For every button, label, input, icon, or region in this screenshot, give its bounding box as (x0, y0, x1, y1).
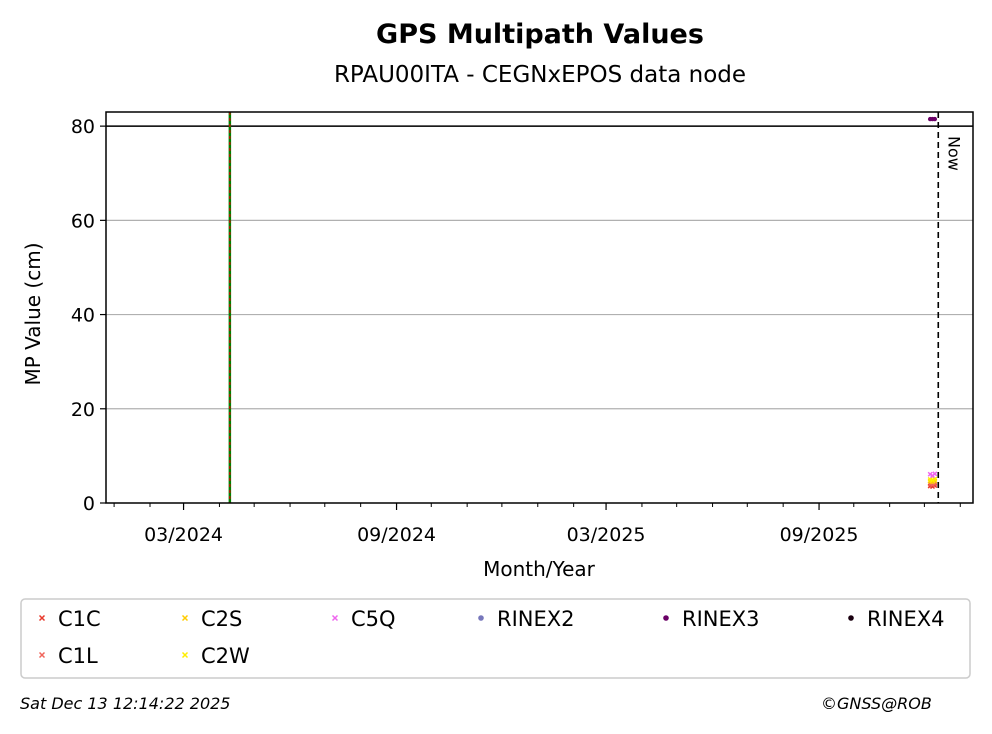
reference-lines: Now (106, 112, 973, 503)
chart-subtitle: RPAU00ITA - CEGNxEPOS data node (334, 62, 746, 88)
axis-ticks: 0 20 40 60 80 03/2024 09/2024 03/2025 09/2025 (71, 116, 961, 546)
footer-copyright: ©GNSS@ROB (821, 694, 932, 713)
y-tick-label: 40 (71, 305, 95, 327)
data-point-rinex4 (848, 615, 854, 621)
legend-label: RINEX4 (867, 607, 945, 631)
data-point-rinex3 (932, 116, 938, 122)
x-tick-label: 03/2025 (567, 524, 646, 546)
x-tick-label: 03/2024 (144, 524, 223, 546)
legend-label: C1L (58, 644, 98, 668)
data-point-c2w (181, 651, 189, 659)
plot-frame (105, 111, 974, 504)
legend-label: C2W (201, 644, 250, 668)
data-point-rinex2 (478, 615, 484, 621)
x-tick-label: 09/2025 (780, 524, 859, 546)
data-point-c1c (38, 614, 46, 622)
data-point-c1l (38, 651, 46, 659)
data-point-rinex3 (663, 615, 669, 621)
now-label: Now (944, 136, 963, 171)
data-point-c5q (932, 471, 938, 477)
legend-box (20, 598, 971, 679)
data-marks (927, 116, 938, 490)
grid (106, 125, 973, 410)
y-tick-label: 20 (71, 399, 95, 421)
y-axis-label: MP Value (cm) (21, 242, 45, 385)
y-tick-label: 60 (71, 210, 95, 232)
x-axis-label: Month/Year (483, 557, 596, 581)
data-point-c2s (181, 614, 189, 622)
legend-label: C2S (201, 607, 242, 631)
legend-label: C5Q (351, 607, 396, 631)
legend: C1C C1L C2S C2W C5Q RINEX2 RINEX3 RINEX4 (38, 607, 945, 668)
footer-timestamp: Sat Dec 13 12:14:22 2025 (20, 694, 231, 713)
data-point-c5q (331, 614, 339, 622)
y-tick-label: 0 (83, 493, 95, 515)
x-tick-label: 09/2024 (357, 524, 436, 546)
legend-label: RINEX3 (682, 607, 760, 631)
y-tick-label: 80 (71, 116, 95, 138)
legend-label: C1C (58, 607, 101, 631)
legend-label: RINEX2 (497, 607, 575, 631)
chart-title: GPS Multipath Values (376, 19, 704, 50)
